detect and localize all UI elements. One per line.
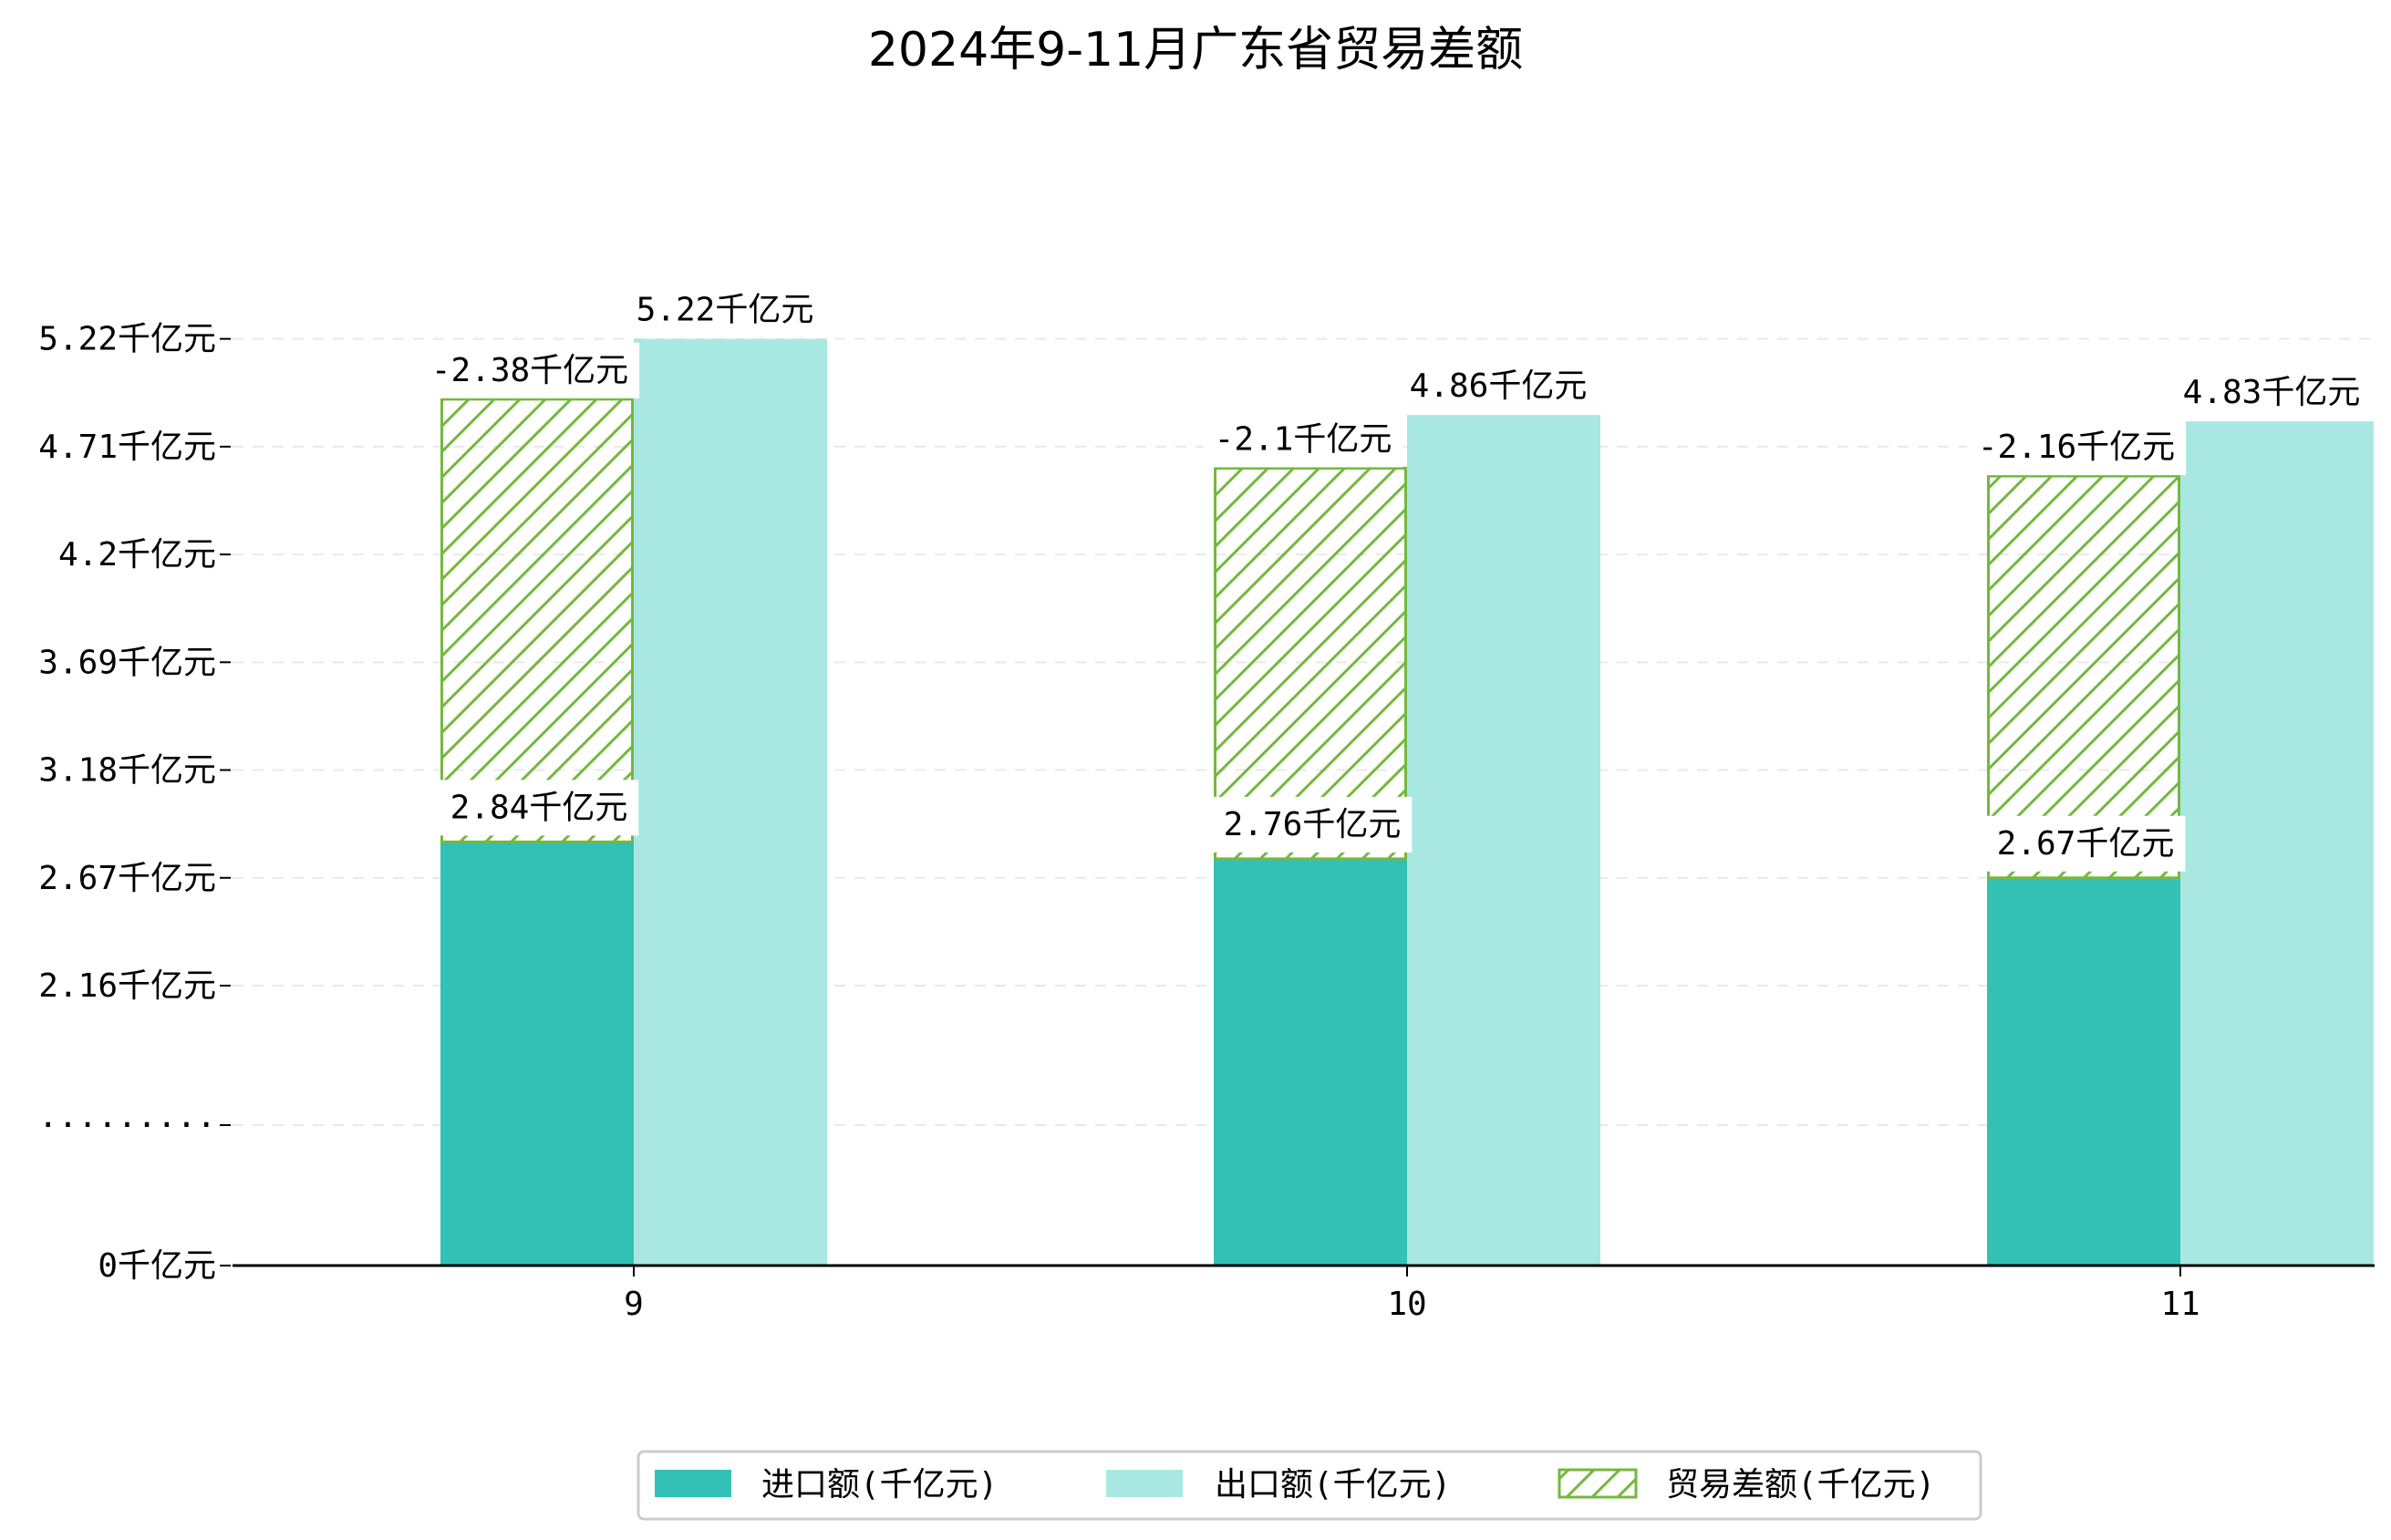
label-balance: -2.1千亿元 bbox=[1203, 411, 1403, 468]
bar-import bbox=[1987, 877, 2180, 1266]
y-tick-label: 4.2千亿元 bbox=[58, 536, 216, 574]
label-balance-text: -2.16千亿元 bbox=[1978, 429, 2175, 466]
axes: 0千亿元 ········· 2.16千亿元 2.67千亿元 3.18千亿元 3.69千亿… bbox=[38, 321, 2375, 1323]
y-tick-label: 0千亿元 bbox=[98, 1247, 216, 1285]
label-balance-bg bbox=[419, 342, 640, 398]
label-balance: -2.16千亿元 bbox=[1966, 419, 2187, 476]
y-tick-label: 5.22千亿元 bbox=[38, 321, 216, 358]
y-tick-label: 3.69千亿元 bbox=[38, 644, 216, 681]
label-balance-bg bbox=[1203, 411, 1403, 468]
bar-import bbox=[1214, 858, 1407, 1266]
label-export-bg bbox=[625, 282, 825, 338]
legend-swatch bbox=[1558, 1468, 1638, 1499]
bar-balance bbox=[1214, 467, 1407, 861]
label-import: 2.84千亿元 bbox=[439, 780, 639, 836]
y-tick-label: 2.67千亿元 bbox=[38, 860, 216, 897]
label-export-text: 4.86千亿元 bbox=[1410, 367, 1588, 405]
legend-swatch bbox=[655, 1470, 731, 1497]
label-export: 4.83千亿元 bbox=[2171, 365, 2372, 421]
x-tick-label: 9 bbox=[624, 1286, 644, 1323]
x-tick-label: 10 bbox=[1387, 1286, 1426, 1323]
y-tick-label: 4.71千亿元 bbox=[38, 429, 216, 466]
label-import: 2.67千亿元 bbox=[1985, 815, 2186, 872]
label-import-text: 2.76千亿元 bbox=[1224, 806, 1402, 843]
bar-balance bbox=[1987, 474, 2180, 880]
label-import-text: 2.67千亿元 bbox=[1997, 825, 2175, 863]
y-tick-label: 2.16千亿元 bbox=[38, 967, 216, 1005]
label-balance-text: -2.1千亿元 bbox=[1215, 421, 1392, 459]
label-export: 5.22千亿元 bbox=[625, 282, 825, 338]
legend-box bbox=[637, 1450, 1982, 1521]
legend-label: 进口额(千亿元) bbox=[761, 1466, 998, 1504]
label-import-text: 2.84千亿元 bbox=[450, 789, 628, 826]
bar-import bbox=[440, 842, 634, 1266]
label-balance-bg bbox=[1966, 419, 2187, 476]
bar-export bbox=[2180, 421, 2374, 1266]
legend-label: 贸易差额(千亿元) bbox=[1666, 1466, 1935, 1504]
bar-export bbox=[1407, 415, 1600, 1266]
label-import-bg bbox=[1212, 796, 1413, 853]
legend: 进口额(千亿元) 出口额(千亿元) 贸易差额(千亿元) bbox=[637, 1450, 1982, 1521]
label-export-text: 5.22千亿元 bbox=[637, 292, 814, 329]
legend-label: 出口额(千亿元) bbox=[1215, 1466, 1451, 1504]
label-export: 4.86千亿元 bbox=[1398, 358, 1599, 415]
bars bbox=[440, 338, 2374, 1266]
label-balance-text: -2.38千亿元 bbox=[431, 352, 628, 389]
label-import: 2.76千亿元 bbox=[1212, 796, 1413, 853]
data-labels: 5.22千亿元-2.38千亿元 2.84千亿元 4.86千亿元 -2.1千亿元 2.76… bbox=[419, 282, 2372, 872]
y-tick-label: ········· bbox=[38, 1107, 216, 1144]
label-export-bg bbox=[2171, 365, 2372, 421]
label-import-bg bbox=[439, 780, 639, 836]
legend-swatch bbox=[1106, 1470, 1183, 1497]
label-import-bg bbox=[1985, 815, 2186, 872]
bar-export bbox=[634, 338, 827, 1266]
y-tick-label: 3.18千亿元 bbox=[38, 752, 216, 790]
label-export-bg bbox=[1398, 358, 1599, 415]
bar-balance bbox=[440, 398, 634, 843]
chart-title: 2024年9-11月广东省贸易差额 bbox=[868, 23, 1523, 78]
label-balance: -2.38千亿元 bbox=[419, 342, 640, 398]
x-tick-label: 11 bbox=[2160, 1286, 2200, 1323]
label-export-text: 4.83千亿元 bbox=[2183, 374, 2361, 411]
